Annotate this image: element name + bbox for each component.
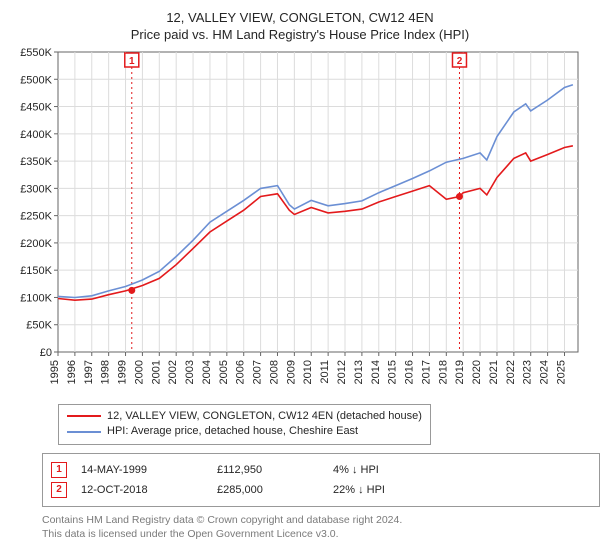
sale-date: 12-OCT-2018 <box>81 484 211 496</box>
chart-title: 12, VALLEY VIEW, CONGLETON, CW12 4EN Pri… <box>12 10 588 44</box>
license-footnote: Contains HM Land Registry data © Crown c… <box>42 513 588 541</box>
title-line1: 12, VALLEY VIEW, CONGLETON, CW12 4EN <box>12 10 588 27</box>
svg-text:2018: 2018 <box>437 360 449 384</box>
legend: 12, VALLEY VIEW, CONGLETON, CW12 4EN (de… <box>58 404 431 445</box>
svg-text:£50K: £50K <box>26 320 52 332</box>
sale-price: £112,950 <box>217 464 327 476</box>
legend-label-hpi: HPI: Average price, detached house, Ches… <box>107 424 358 439</box>
svg-text:2000: 2000 <box>133 360 145 384</box>
price-chart: £0 £50K £100K £150K £200K £250K £300K £350K £400… <box>12 48 588 398</box>
svg-text:2011: 2011 <box>319 360 331 384</box>
svg-text:1995: 1995 <box>49 360 61 384</box>
svg-text:£150K: £150K <box>20 265 52 277</box>
svg-text:2007: 2007 <box>252 360 264 384</box>
svg-text:£550K: £550K <box>20 48 52 59</box>
svg-text:£500K: £500K <box>20 74 52 86</box>
svg-text:2025: 2025 <box>555 360 567 384</box>
svg-text:£200K: £200K <box>20 238 52 250</box>
sale-date: 14-MAY-1999 <box>81 464 211 476</box>
svg-text:£0: £0 <box>40 347 52 359</box>
title-line2: Price paid vs. HM Land Registry's House … <box>12 27 588 44</box>
footnote-line2: This data is licensed under the Open Gov… <box>42 527 588 541</box>
svg-text:2004: 2004 <box>201 360 213 384</box>
svg-text:1996: 1996 <box>66 360 78 384</box>
svg-text:2005: 2005 <box>218 360 230 384</box>
svg-text:2021: 2021 <box>488 360 500 384</box>
svg-text:£400K: £400K <box>20 129 52 141</box>
svg-text:2012: 2012 <box>336 360 348 384</box>
svg-text:2: 2 <box>457 56 463 67</box>
table-row: 1 14-MAY-1999 £112,950 4% ↓ HPI <box>51 460 591 480</box>
svg-text:2020: 2020 <box>471 360 483 384</box>
svg-text:1: 1 <box>129 56 135 67</box>
svg-text:2015: 2015 <box>387 360 399 384</box>
svg-text:£300K: £300K <box>20 183 52 195</box>
svg-text:2017: 2017 <box>420 360 432 384</box>
sales-table: 1 14-MAY-1999 £112,950 4% ↓ HPI 2 12-OCT… <box>42 453 600 507</box>
svg-text:2014: 2014 <box>370 360 382 384</box>
svg-text:£350K: £350K <box>20 156 52 168</box>
svg-text:2009: 2009 <box>285 360 297 384</box>
svg-text:2022: 2022 <box>505 360 517 384</box>
svg-text:2024: 2024 <box>539 360 551 384</box>
svg-text:£450K: £450K <box>20 101 52 113</box>
svg-text:2002: 2002 <box>167 360 179 384</box>
svg-text:1997: 1997 <box>83 360 95 384</box>
svg-text:2008: 2008 <box>268 360 280 384</box>
sale-diff: 4% ↓ HPI <box>333 464 453 476</box>
svg-text:2010: 2010 <box>302 360 314 384</box>
svg-text:2016: 2016 <box>404 360 416 384</box>
legend-swatch-hpi <box>67 431 101 433</box>
sale-diff: 22% ↓ HPI <box>333 484 453 496</box>
footnote-line1: Contains HM Land Registry data © Crown c… <box>42 513 588 527</box>
sale-price: £285,000 <box>217 484 327 496</box>
svg-text:2013: 2013 <box>353 360 365 384</box>
svg-text:2001: 2001 <box>150 360 162 384</box>
svg-text:1998: 1998 <box>100 360 112 384</box>
svg-text:2019: 2019 <box>454 360 466 384</box>
table-row: 2 12-OCT-2018 £285,000 22% ↓ HPI <box>51 480 591 500</box>
sale-marker-2: 2 <box>51 482 67 498</box>
svg-text:2006: 2006 <box>235 360 247 384</box>
svg-text:£100K: £100K <box>20 292 52 304</box>
svg-text:£250K: £250K <box>20 210 52 222</box>
legend-swatch-property <box>67 415 101 417</box>
svg-text:1999: 1999 <box>117 360 129 384</box>
svg-text:2003: 2003 <box>184 360 196 384</box>
legend-label-property: 12, VALLEY VIEW, CONGLETON, CW12 4EN (de… <box>107 409 422 424</box>
sale-marker-1: 1 <box>51 462 67 478</box>
svg-text:2023: 2023 <box>522 360 534 384</box>
